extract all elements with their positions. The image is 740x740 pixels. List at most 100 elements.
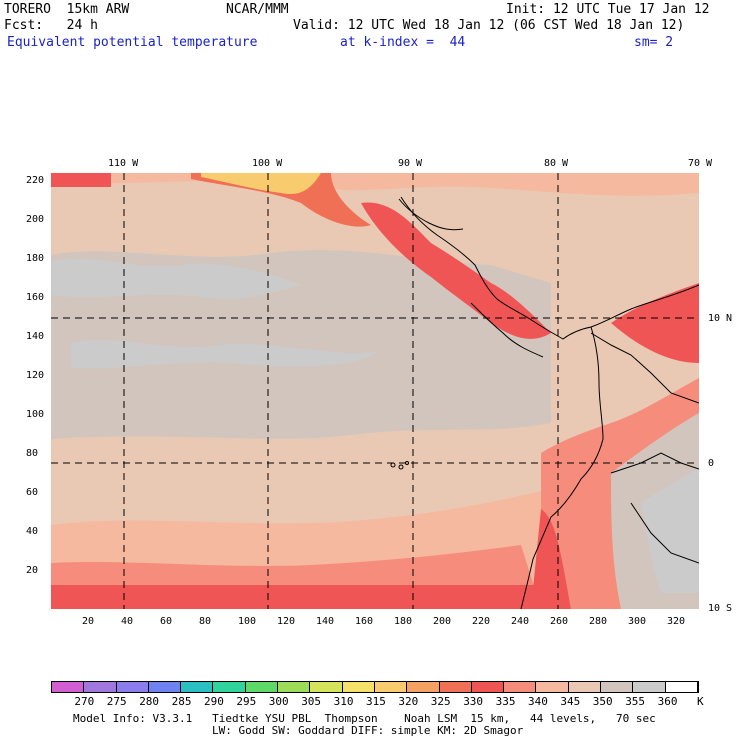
- colorbar-label: 295: [236, 695, 257, 708]
- x-tick-label: 20: [82, 616, 95, 627]
- lon-label-100w: 100 W: [252, 158, 283, 169]
- nw-hot-patch: [51, 173, 111, 187]
- y-tick-label: 140: [26, 331, 45, 342]
- y-tick-label: 20: [26, 565, 39, 576]
- y-tick-label: 180: [26, 253, 45, 264]
- central-america-field: [361, 202, 551, 339]
- lon-label-80w: 80 W: [544, 158, 569, 169]
- colorbar-swatch: [148, 682, 182, 692]
- colorbar-label: 320: [398, 695, 419, 708]
- x-tick-label: 300: [628, 616, 647, 627]
- colorbar-swatch: [633, 682, 666, 692]
- x-tick-label: 60: [160, 616, 173, 627]
- cool-core-field: [51, 258, 301, 299]
- colorbar-label: 305: [301, 695, 322, 708]
- lon-label-90w: 90 W: [398, 158, 423, 169]
- x-tick-label: 100: [238, 616, 257, 627]
- peru-coast-field: [531, 509, 571, 609]
- colorbar-label: 350: [592, 695, 613, 708]
- field-name: Equivalent potential temperature: [7, 35, 258, 50]
- x-tick-label: 280: [589, 616, 608, 627]
- y-tick-label: 80: [26, 448, 39, 459]
- mid-band-field: [51, 250, 551, 439]
- colorbar-swatch: [504, 682, 537, 692]
- theta-e-map: [51, 173, 699, 609]
- cool-core-field-2: [71, 340, 381, 369]
- x-tick-label: 320: [667, 616, 686, 627]
- colorbar-label: 340: [528, 695, 548, 708]
- colorbar-swatch: [245, 682, 279, 692]
- y-tick-label: 220: [26, 175, 45, 186]
- y-tick-label: 200: [26, 214, 45, 225]
- model-info-line2: LW: Godd SW: Goddard DIFF: simple KM: 2D…: [212, 724, 524, 737]
- colorbar-label: 355: [625, 695, 646, 708]
- colorbar-label: 330: [463, 695, 484, 708]
- x-tick-label: 120: [277, 616, 296, 627]
- init-time: Init: 12 UTC Tue 17 Jan 12: [506, 2, 710, 17]
- colorbar-label: 335: [495, 695, 516, 708]
- colorbar-label: 290: [204, 695, 224, 708]
- colorbar-swatch: [665, 682, 698, 692]
- organization: NCAR/MMM: [226, 2, 289, 17]
- colorbar-label: 360: [657, 695, 678, 708]
- x-tick-label: 180: [394, 616, 413, 627]
- amazon-field: [641, 468, 699, 593]
- valid-time: Valid: 12 UTC Wed 18 Jan 12 (06 CST Wed …: [293, 18, 685, 33]
- y-tick-label: 40: [26, 526, 39, 537]
- colorbar-swatch: [471, 682, 505, 692]
- colorbar-unit: K: [697, 695, 704, 708]
- y-tick-label: 120: [26, 370, 45, 381]
- colorbar-swatch: [278, 682, 311, 692]
- x-tick-label: 260: [550, 616, 569, 627]
- south-edge-band: [51, 585, 551, 609]
- x-tick-label: 220: [472, 616, 491, 627]
- coastlines: [390, 196, 699, 609]
- colorbar-label: 315: [366, 695, 386, 708]
- forecast-hour: Fcst: 24 h: [4, 18, 98, 33]
- colorbar-swatch: [374, 682, 408, 692]
- colorbar-swatch: [52, 682, 85, 692]
- level-info: at k-index = 44: [340, 35, 466, 50]
- y-tick-label: 100: [26, 409, 45, 420]
- mexico-hot-field: [201, 173, 321, 195]
- x-tick-label: 160: [355, 616, 374, 627]
- colorbar-swatch: [213, 682, 246, 692]
- x-tick-label: 140: [316, 616, 335, 627]
- colorbar-swatch: [601, 682, 634, 692]
- colorbar-swatch: [181, 682, 214, 692]
- colorbar-label: 275: [106, 695, 127, 708]
- mexico-coast-field: [191, 173, 371, 227]
- colorbar-swatch: [439, 682, 472, 692]
- colorbar-swatch: [342, 682, 375, 692]
- lat-label-0: 0: [708, 458, 715, 469]
- lat-label-10n: 10 N: [708, 313, 733, 324]
- colorbar-label: 280: [139, 695, 160, 708]
- colorbar-swatch: [116, 682, 149, 692]
- lon-label-110w: 110 W: [108, 158, 139, 169]
- graticule: [51, 173, 699, 609]
- colorbar-label: 310: [333, 695, 354, 708]
- x-tick-label: 240: [511, 616, 530, 627]
- colorbar-swatch: [536, 682, 569, 692]
- colorbar-label: 325: [430, 695, 451, 708]
- colorbar-label: 270: [74, 695, 95, 708]
- colorbar-label: 285: [171, 695, 192, 708]
- model-info-line1: Model Info: V3.3.1 Tiedtke YSU PBL Thomp…: [73, 712, 656, 725]
- colombia-venezuela-field: [611, 283, 699, 363]
- x-tick-label: 40: [121, 616, 134, 627]
- model-name: TORERO 15km ARW: [4, 2, 130, 17]
- y-tick-label: 60: [26, 487, 39, 498]
- lon-label-70w: 70 W: [688, 158, 713, 169]
- colorbar-swatch: [568, 682, 602, 692]
- colorbar-swatch: [310, 682, 343, 692]
- colorbar: [51, 681, 699, 693]
- colorbar-swatch: [84, 682, 117, 692]
- x-tick-label: 200: [433, 616, 452, 627]
- y-tick-label: 160: [26, 292, 45, 303]
- colorbar-label: 300: [268, 695, 289, 708]
- smoothing-info: sm= 2: [634, 35, 674, 50]
- colorbar-label: 345: [560, 695, 581, 708]
- colorbar-swatch: [407, 682, 440, 692]
- lat-label-10s: 10 S: [708, 603, 733, 614]
- x-tick-label: 80: [199, 616, 212, 627]
